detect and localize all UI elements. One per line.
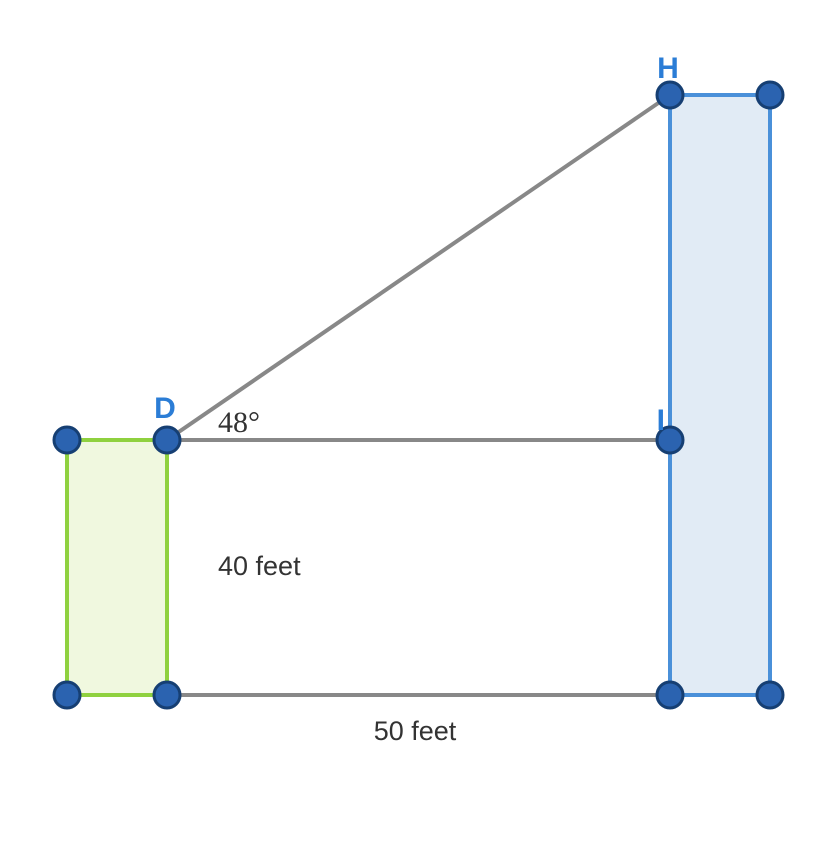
label-H: H	[657, 52, 679, 85]
label-D: D	[154, 392, 176, 425]
node-green_bl	[54, 682, 80, 708]
label-I: I	[657, 404, 665, 437]
node-blue_tr	[757, 82, 783, 108]
width-label: 50 feet	[374, 716, 457, 746]
blue-rectangle	[670, 95, 770, 695]
geometry-diagram: D H I 48° 40 feet 50 feet	[0, 0, 834, 846]
node-green_tl	[54, 427, 80, 453]
line-DH	[167, 95, 670, 440]
node-blue_bl	[657, 682, 683, 708]
node-green_br	[154, 682, 180, 708]
node-D	[154, 427, 180, 453]
construction-lines	[167, 95, 670, 695]
angle-label: 48°	[218, 406, 260, 439]
green-rectangle	[67, 440, 167, 695]
node-blue_br	[757, 682, 783, 708]
height-label: 40 feet	[218, 551, 301, 581]
node-H	[657, 82, 683, 108]
